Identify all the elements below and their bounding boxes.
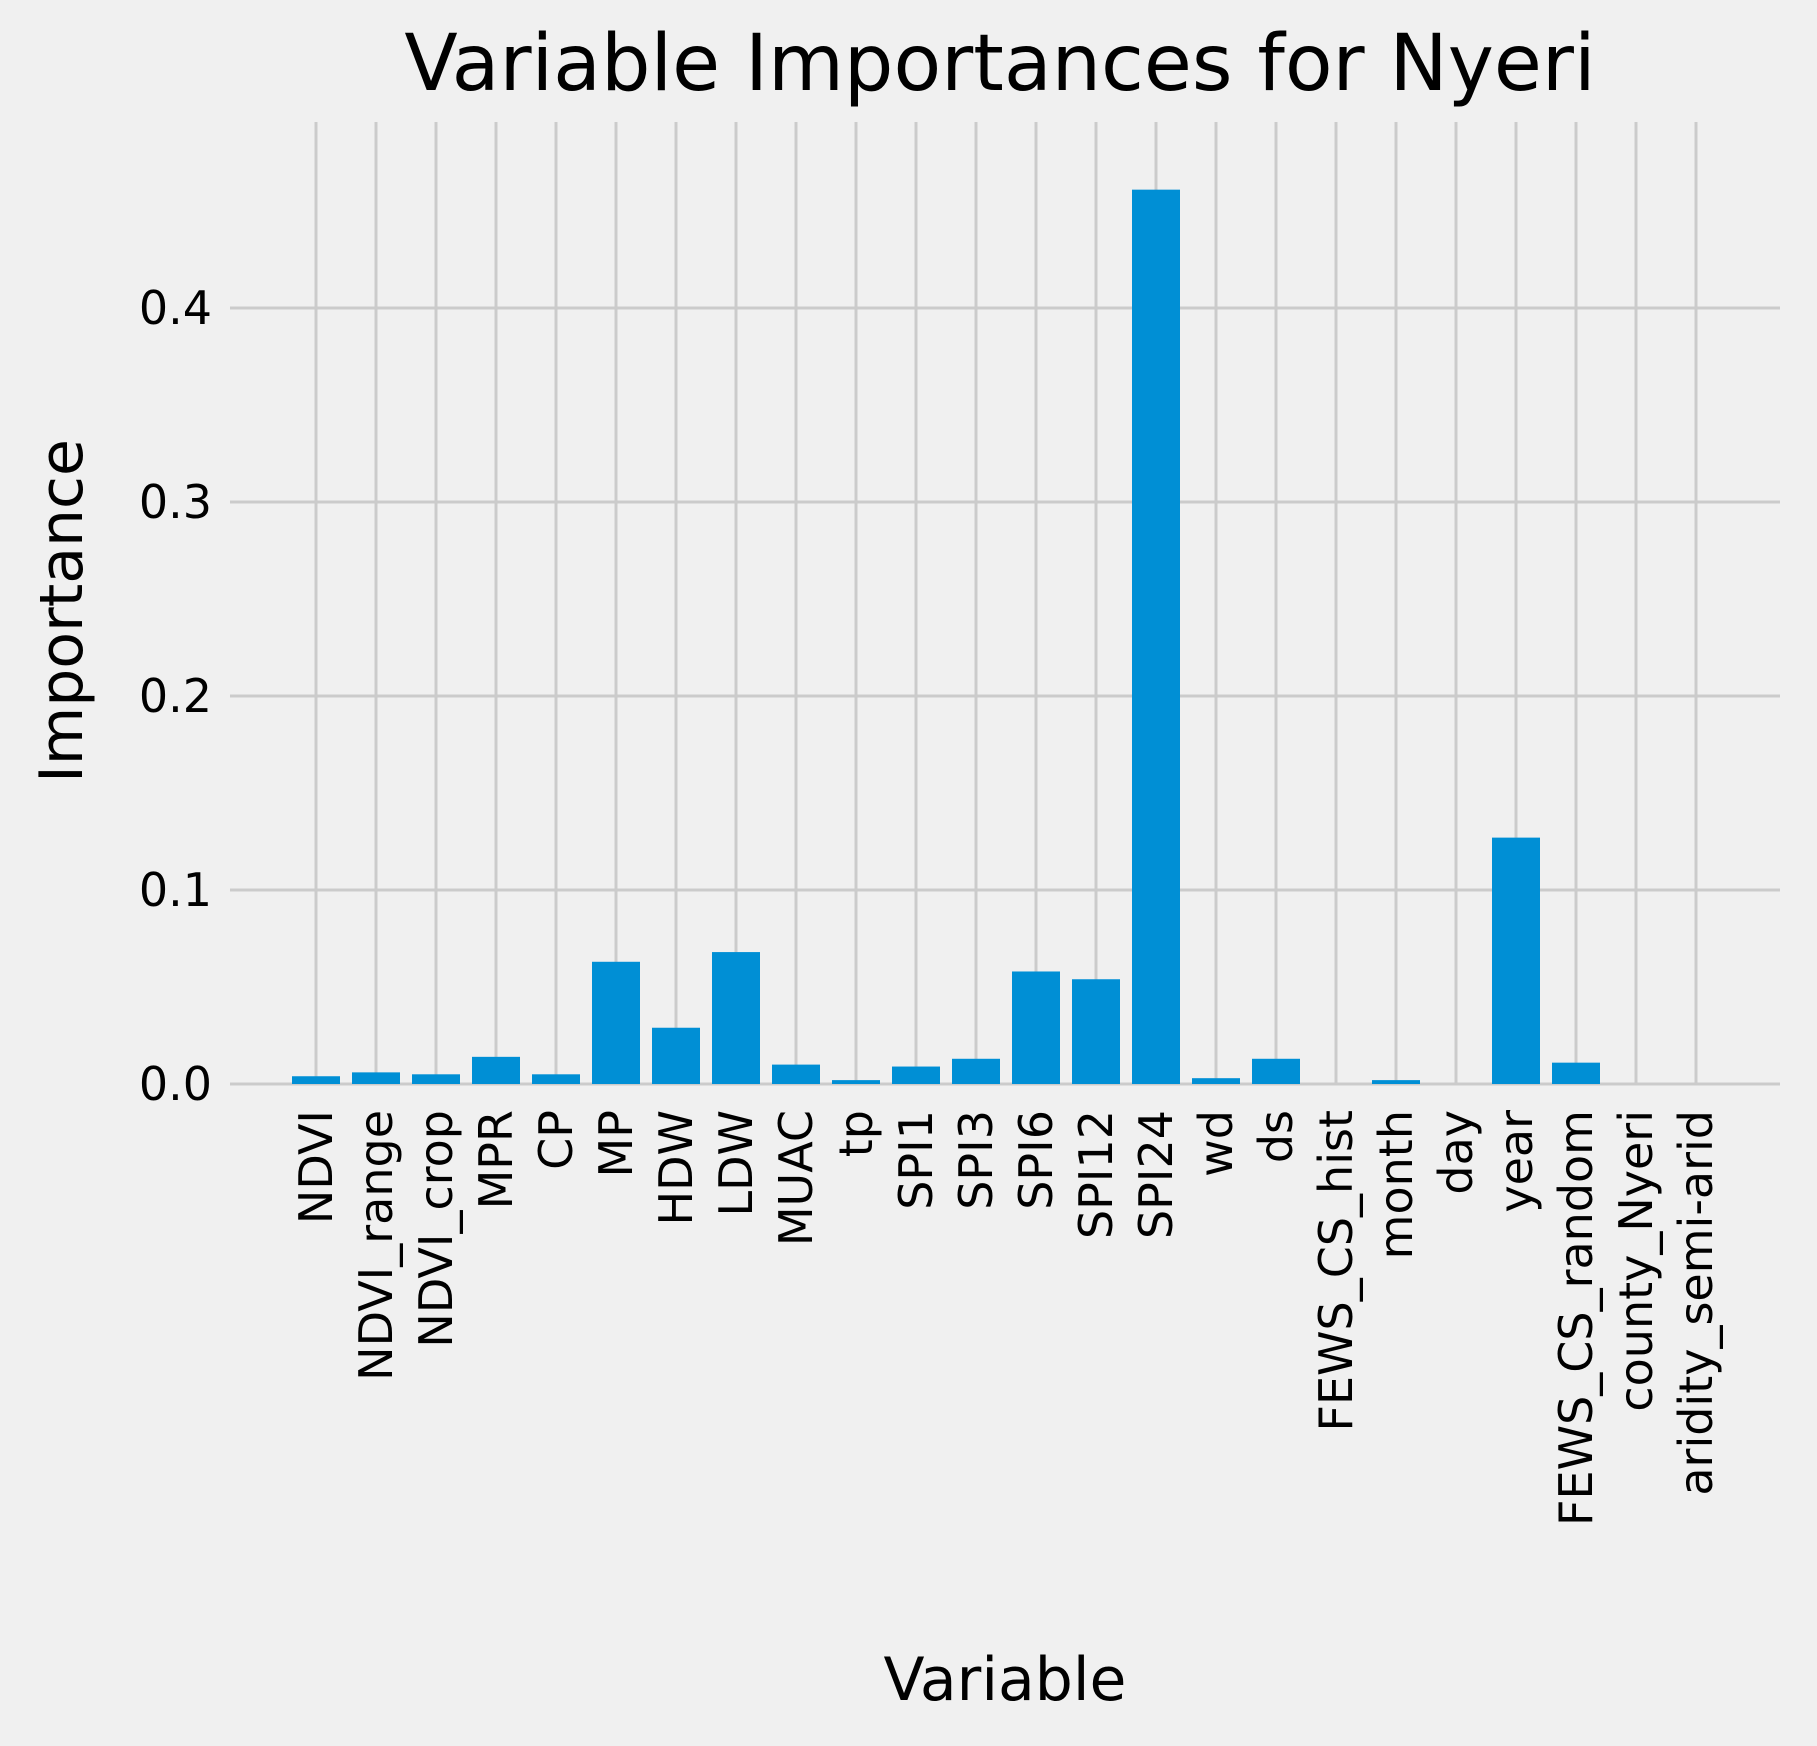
bars	[292, 189, 1600, 1084]
x-tick-label: SPI6	[1009, 1110, 1063, 1210]
x-tick-label: tp	[829, 1110, 883, 1157]
grid	[230, 122, 1780, 1086]
chart-title: Variable Importances for Nyeri	[404, 19, 1595, 109]
bar-year	[1492, 837, 1540, 1084]
x-tick-label: wd	[1189, 1110, 1243, 1177]
x-tick-label: NDVI	[289, 1110, 343, 1224]
x-tick-label: SPI12	[1069, 1110, 1123, 1239]
x-tick-label: SPI3	[949, 1110, 1003, 1210]
bar-tp	[832, 1080, 880, 1084]
x-tick-label: FEWS_CS_hist	[1309, 1110, 1363, 1431]
bar-spi12	[1072, 979, 1120, 1084]
bar-mp	[592, 961, 640, 1084]
bar-ndvi-range	[352, 1072, 400, 1084]
y-tick-label: 0.3	[139, 475, 212, 529]
bar-spi1	[892, 1066, 940, 1084]
bar-spi24	[1132, 189, 1180, 1084]
y-tick-labels: 0.0 0.1 0.2 0.3 0.4	[139, 281, 212, 1111]
bar-month	[1372, 1080, 1420, 1084]
x-tick-label: SPI1	[889, 1110, 943, 1210]
bar-cp	[532, 1074, 580, 1084]
bar-fews-cs-random	[1552, 1062, 1600, 1084]
x-tick-label: month	[1369, 1110, 1423, 1259]
x-tick-label: LDW	[709, 1110, 763, 1217]
x-tick-label: HDW	[649, 1110, 703, 1226]
y-tick-label: 0.4	[139, 281, 212, 335]
x-tick-label: ds	[1249, 1110, 1303, 1163]
bar-spi6	[1012, 971, 1060, 1084]
bar-mpr	[472, 1056, 520, 1084]
x-tick-label: year	[1489, 1110, 1543, 1213]
bar-ldw	[712, 952, 760, 1084]
y-tick-label: 0.1	[139, 863, 212, 917]
x-tick-label: MPR	[469, 1110, 523, 1209]
x-tick-label: MUAC	[769, 1110, 823, 1246]
bar-spi3	[952, 1058, 1000, 1084]
x-axis-label: Variable	[884, 1645, 1127, 1715]
x-tick-label: SPI24	[1129, 1110, 1183, 1239]
bar-ds	[1252, 1058, 1300, 1084]
x-tick-label: NDVI_crop	[409, 1110, 463, 1348]
y-axis-label: Importance	[27, 439, 97, 783]
x-tick-label: aridity_semi-arid	[1669, 1110, 1723, 1496]
bar-wd	[1192, 1078, 1240, 1084]
x-tick-label: county_Nyeri	[1609, 1110, 1663, 1412]
x-tick-label: FEWS_CS_random	[1549, 1110, 1603, 1526]
bar-ndvi	[292, 1076, 340, 1084]
y-tick-label: 0.2	[139, 669, 212, 723]
bar-muac	[772, 1064, 820, 1084]
x-tick-label: CP	[529, 1110, 583, 1170]
y-tick-label: 0.0	[139, 1057, 212, 1111]
x-tick-label: NDVI_range	[349, 1110, 403, 1381]
bar-ndvi-crop	[412, 1074, 460, 1084]
x-tick-label: day	[1429, 1110, 1483, 1195]
x-tick-labels: NDVI NDVI_range NDVI_crop MPR CP MP HDW LDW MUAC…	[289, 1110, 1723, 1526]
x-tick-label: MP	[589, 1110, 643, 1177]
bar-hdw	[652, 1027, 700, 1084]
